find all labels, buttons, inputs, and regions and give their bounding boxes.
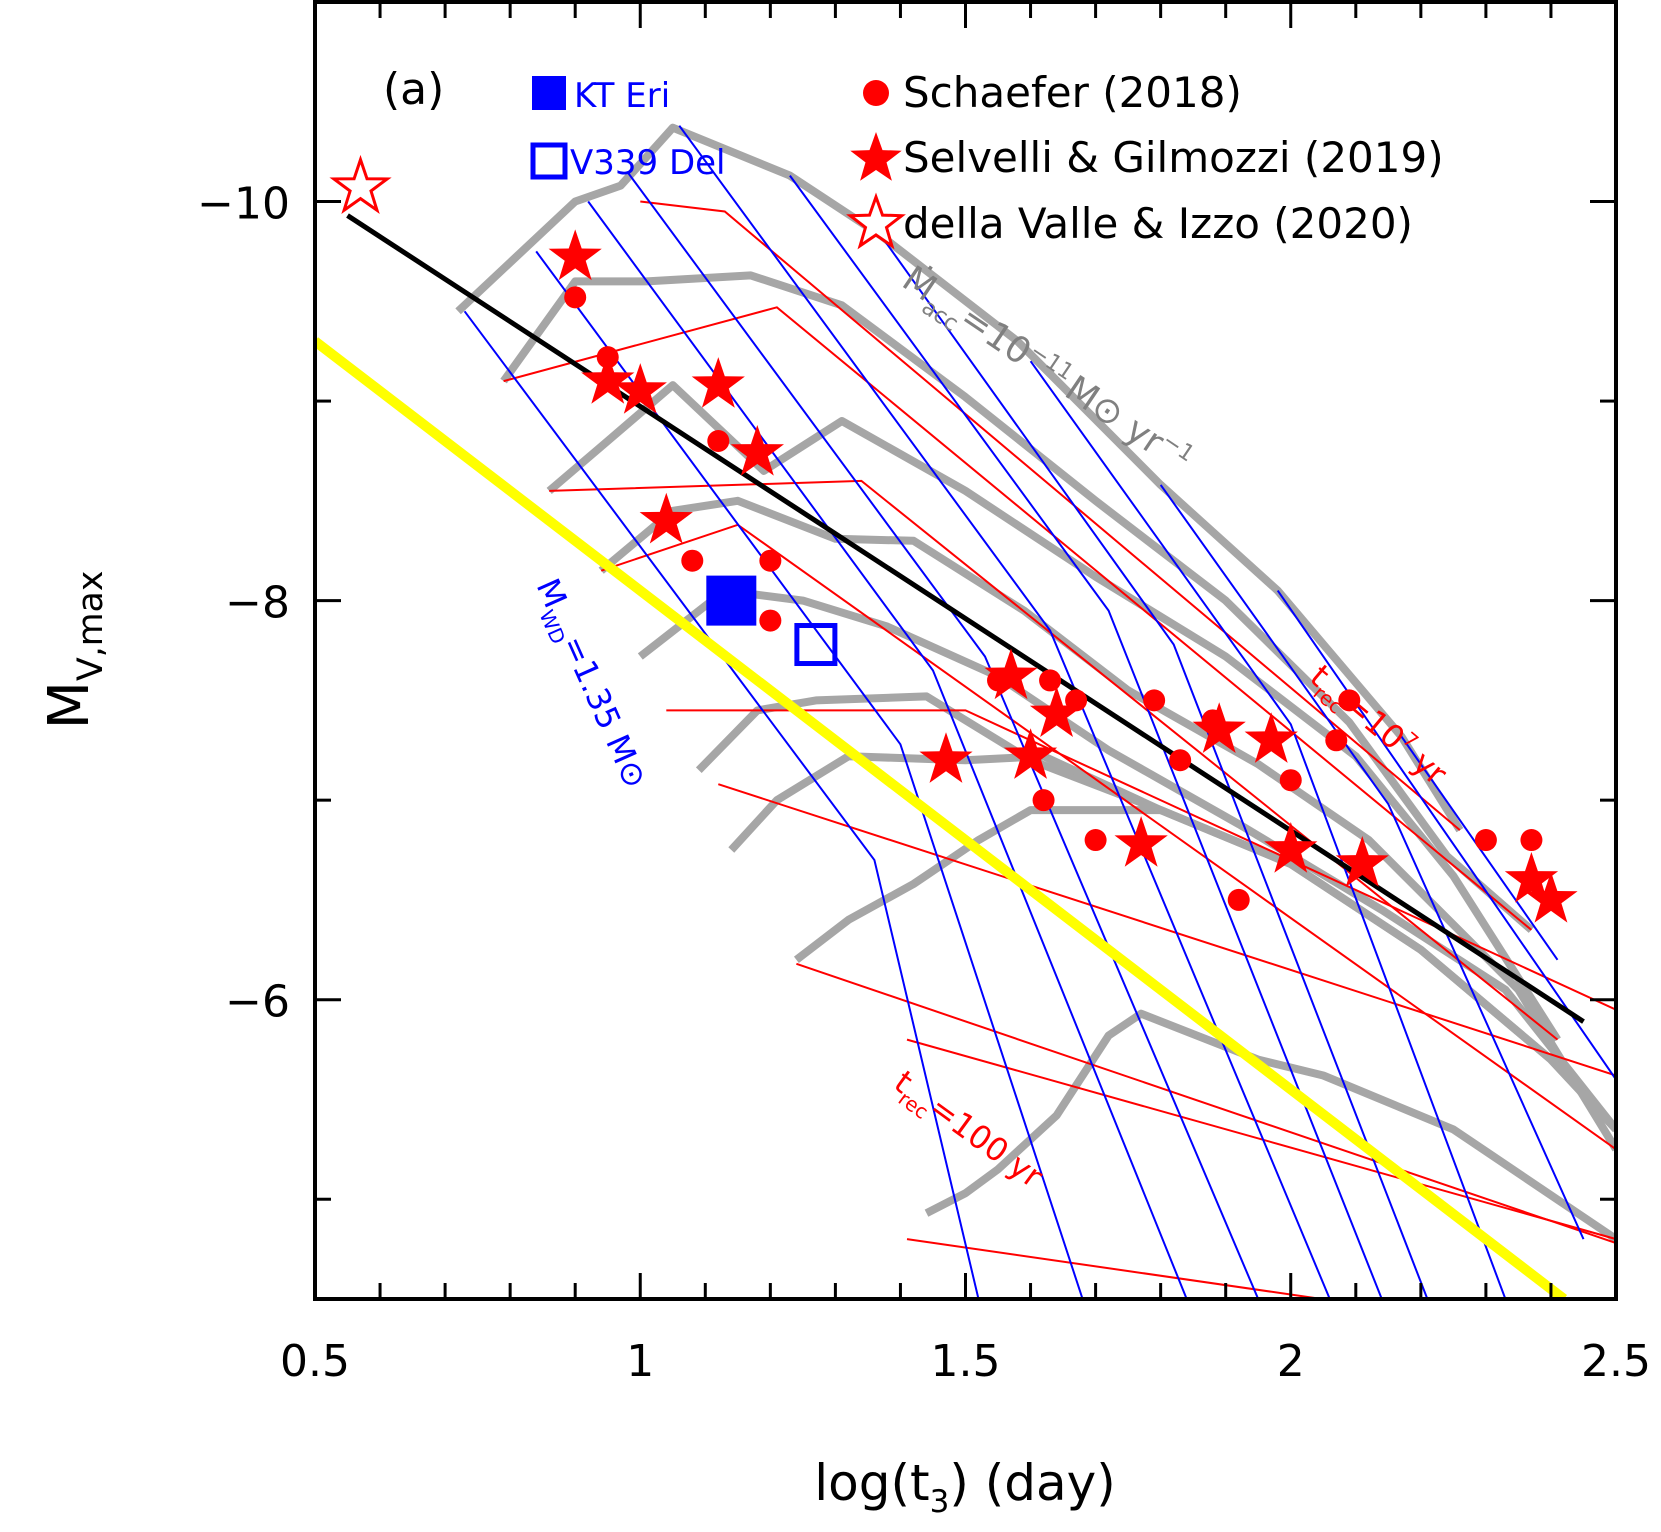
schaefer-point (564, 286, 587, 309)
y-tick-label: −8 (225, 578, 290, 629)
recurrence-time-line (717, 783, 1616, 1077)
schaefer-point (1169, 749, 1192, 772)
schaefer-point (759, 549, 782, 572)
legend-v339-del-marker (530, 142, 568, 180)
schaefer-point (1039, 669, 1062, 692)
recurrence-time-line (666, 709, 1616, 1011)
kt-eri-point (706, 575, 757, 626)
schaefer-point (759, 609, 782, 632)
selvelli-point (581, 353, 635, 404)
mmrd-fit-line (346, 213, 1585, 1024)
x-tick-label: 0.5 (280, 1336, 350, 1387)
yellow-reference-line (315, 337, 1568, 1299)
selvelli-point (1524, 871, 1578, 923)
selvelli-point (1264, 822, 1318, 873)
tick-labels-layer: 0.5 1 1.5 2 2.5 −10 −8 −6 (197, 179, 1651, 1387)
x-tick-label: 2.5 (1581, 1336, 1651, 1387)
recurrence-time-line (640, 200, 1461, 831)
wd-mass-line (463, 310, 980, 1299)
legend: KT Eri V339 Del Schaefer (2018) Selvelli… (530, 68, 1444, 250)
x-axis-title: log(t3) (day) (814, 1454, 1115, 1520)
legend-kt-eri-label: KT Eri (574, 76, 670, 116)
recurrence-time-line (796, 962, 1616, 1245)
x-tick-label: 1 (626, 1336, 654, 1387)
schaefer-point (707, 429, 730, 452)
wd-mass-line (880, 234, 1429, 1299)
wd-mass-line (789, 175, 1383, 1299)
schaefer-point (1325, 729, 1348, 752)
wd-mass-line (587, 200, 1188, 1299)
x-tick-label: 1.5 (931, 1336, 1001, 1387)
wd-mass-annotation: MWD=1.35 M⊙ (523, 573, 655, 797)
reference-lines-layer (315, 213, 1585, 1299)
schaefer-point (1032, 789, 1055, 812)
v339-del-point (794, 623, 838, 667)
selvelli-point (919, 732, 973, 783)
schaefer-point (681, 549, 704, 572)
y-tick-label: −6 (225, 977, 290, 1028)
selvelli-point (613, 363, 667, 414)
legend-schaefer-marker (863, 80, 889, 106)
recurrence-time-line (503, 306, 1533, 931)
selvelli-point (1244, 712, 1298, 763)
accretion-rate-curve (500, 271, 1535, 933)
recurrence-low-annotation: trec=100 yr (884, 1063, 1051, 1201)
x-tick-label: 2 (1277, 1336, 1305, 1387)
accretion-rate-curve (924, 1009, 1616, 1243)
selvelli-point (730, 425, 784, 476)
selvelli-point (691, 357, 745, 408)
selvelli-point (1114, 816, 1168, 867)
schaefer-point (1084, 829, 1107, 852)
schaefer-point (1279, 769, 1302, 792)
legend-kt-eri-marker (532, 76, 566, 110)
wd-mass-line (626, 171, 1260, 1299)
legend-schaefer-label: Schaefer (2018) (903, 68, 1242, 117)
panel-label: (a) (383, 64, 444, 115)
accretion-rate-curve (728, 752, 1616, 1133)
wd-mass-line (1029, 360, 1507, 1299)
recurrence-time-line (906, 1038, 1616, 1241)
legend-della-valle-label: della Valle & Izzo (2020) (903, 199, 1413, 248)
legend-selvelli-label: Selvelli & Gilmozzi (2019) (903, 133, 1444, 182)
wd-mass-line (678, 125, 1331, 1299)
schaefer-point (1227, 888, 1250, 911)
della-valle-point (329, 154, 392, 214)
y-tick-label: −10 (197, 179, 290, 230)
accretion-rate-curve (793, 806, 1161, 963)
axis-ticks-layer (313, 0, 1618, 1299)
selvelli-point (639, 492, 693, 544)
schaefer-point (1143, 689, 1166, 712)
selvelli-point (1335, 836, 1389, 887)
y-axis-title: MV,max (37, 571, 111, 730)
selvelli-point (548, 229, 602, 281)
data-points-layer (329, 154, 1578, 923)
legend-v339-del-label: V339 Del (570, 143, 726, 183)
wd-mass-line (1159, 484, 1585, 1240)
recurrence-time-line (906, 1238, 1329, 1299)
schaefer-point (1338, 689, 1361, 712)
schaefer-point (1520, 829, 1543, 852)
legend-selvelli-marker (850, 132, 902, 181)
selvelli-point (1504, 852, 1559, 903)
selvelli-point (1003, 728, 1058, 779)
selvelli-point (1029, 686, 1084, 737)
selvelli-point (1192, 702, 1246, 753)
selvelli-point (984, 648, 1038, 700)
legend-della-valle-marker (846, 192, 906, 250)
schaefer-point (1474, 829, 1497, 852)
model-grid-layer (455, 123, 1616, 1299)
